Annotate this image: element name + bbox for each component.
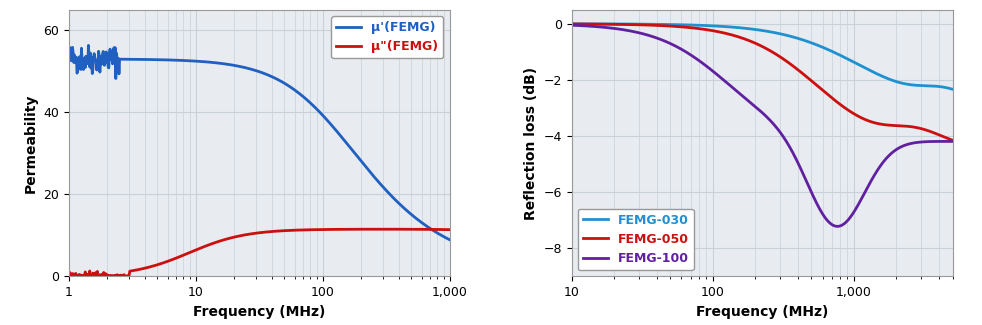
μ"(FEMG)	[288, 228, 300, 232]
μ'(FEMG)	[82, 44, 94, 47]
μ'(FEMG)	[63, 53, 75, 57]
FEMG-050	[566, 22, 577, 26]
Legend: FEMG-030, FEMG-050, FEMG-100: FEMG-030, FEMG-050, FEMG-100	[577, 209, 694, 270]
μ'(FEMG)	[131, 58, 142, 61]
FEMG-030	[947, 87, 958, 91]
FEMG-100	[738, 95, 750, 99]
μ"(FEMG)	[161, 259, 173, 263]
μ'(FEMG)	[444, 238, 456, 242]
FEMG-030	[852, 63, 864, 67]
FEMG-050	[791, 66, 802, 70]
FEMG-100	[664, 41, 676, 45]
FEMG-030	[664, 22, 676, 26]
X-axis label: Frequency (MHz): Frequency (MHz)	[193, 305, 325, 318]
μ'(FEMG)	[288, 87, 300, 91]
FEMG-100	[633, 31, 645, 35]
Line: μ'(FEMG): μ'(FEMG)	[69, 46, 450, 240]
μ"(FEMG)	[444, 228, 456, 232]
FEMG-030	[633, 22, 645, 26]
FEMG-050	[633, 23, 645, 27]
Legend: μ'(FEMG), μ"(FEMG): μ'(FEMG), μ"(FEMG)	[331, 16, 444, 58]
μ"(FEMG)	[376, 227, 388, 231]
FEMG-100	[853, 201, 865, 205]
μ"(FEMG)	[351, 227, 362, 231]
μ'(FEMG)	[351, 153, 362, 157]
FEMG-050	[947, 138, 958, 142]
FEMG-050	[738, 37, 750, 41]
μ'(FEMG)	[318, 114, 330, 118]
μ"(FEMG)	[63, 273, 75, 277]
μ"(FEMG)	[131, 268, 142, 272]
μ'(FEMG)	[236, 65, 247, 69]
μ"(FEMG)	[109, 274, 121, 278]
FEMG-100	[566, 23, 577, 27]
μ"(FEMG)	[236, 234, 247, 238]
Line: μ"(FEMG): μ"(FEMG)	[69, 229, 450, 276]
FEMG-030	[791, 36, 802, 40]
μ"(FEMG)	[318, 227, 330, 231]
Line: FEMG-030: FEMG-030	[572, 24, 953, 89]
Line: FEMG-050: FEMG-050	[572, 24, 953, 140]
FEMG-050	[664, 24, 676, 28]
FEMG-030	[820, 47, 832, 51]
FEMG-030	[738, 26, 750, 30]
μ'(FEMG)	[161, 58, 173, 62]
FEMG-050	[820, 91, 832, 95]
FEMG-050	[852, 114, 864, 118]
Y-axis label: Reflection loss (dB): Reflection loss (dB)	[523, 66, 538, 220]
Line: FEMG-100: FEMG-100	[572, 25, 953, 227]
FEMG-100	[791, 157, 802, 161]
FEMG-100	[832, 225, 844, 228]
Y-axis label: Permeability: Permeability	[24, 93, 37, 193]
FEMG-100	[947, 139, 958, 143]
FEMG-030	[566, 22, 577, 26]
X-axis label: Frequency (MHz): Frequency (MHz)	[696, 305, 828, 318]
FEMG-100	[820, 217, 832, 221]
